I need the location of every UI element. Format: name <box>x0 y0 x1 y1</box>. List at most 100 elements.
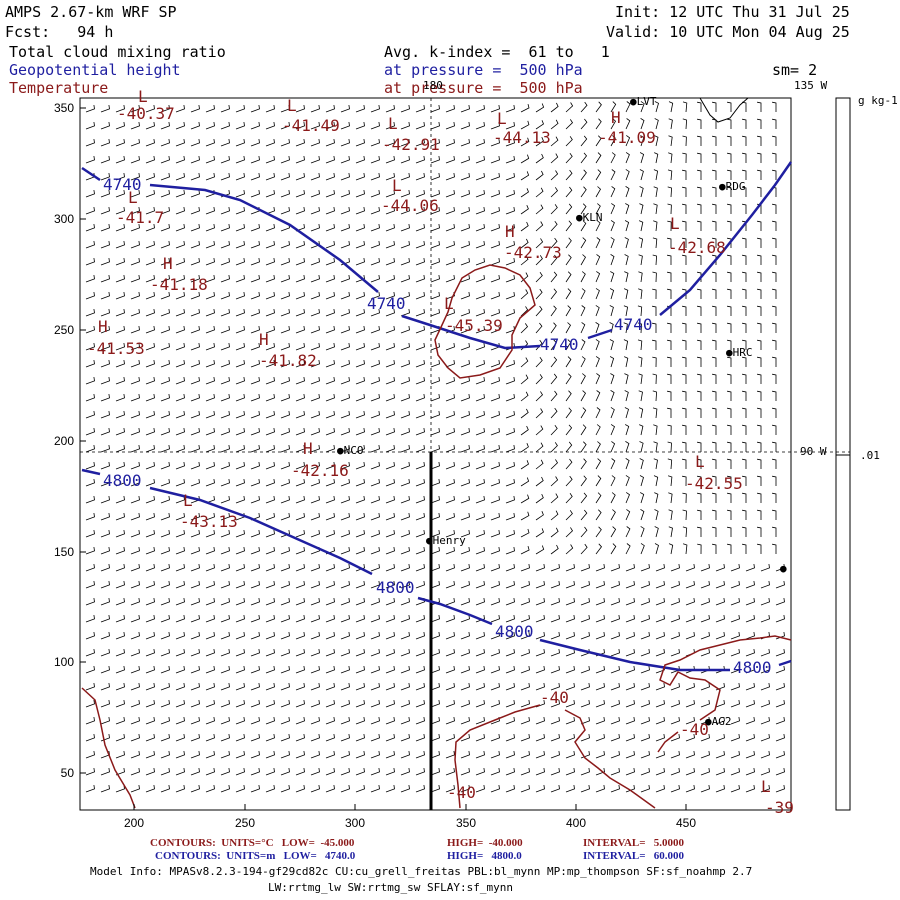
wind-barb <box>490 512 500 521</box>
wind-barb <box>475 206 485 215</box>
temp-label: -40 <box>540 688 569 707</box>
wind-barb <box>205 767 215 776</box>
wind-barb <box>85 580 95 589</box>
wind-barb <box>325 325 335 334</box>
wind-barb <box>652 254 658 266</box>
wind-barb <box>190 274 200 283</box>
wind-barb <box>520 528 530 538</box>
wind-barb <box>310 104 320 113</box>
wind-barb <box>505 427 515 436</box>
wind-barb <box>445 121 455 130</box>
wind-barb <box>190 733 200 742</box>
wind-barb <box>385 121 395 130</box>
wind-barb <box>385 682 395 691</box>
wind-barb <box>235 767 245 776</box>
wind-barb <box>130 495 140 504</box>
height-contour-interval: INTERVAL= 60.000 <box>583 850 685 862</box>
wind-barb <box>130 342 140 351</box>
wind-barb <box>757 407 762 418</box>
wind-barb <box>490 529 500 538</box>
wind-barb <box>595 614 605 623</box>
wind-barb <box>550 407 558 419</box>
temp-contour-minus40-sw <box>81 687 136 809</box>
wind-barb <box>490 563 500 572</box>
wind-barb <box>355 376 365 385</box>
wind-barb <box>250 240 260 249</box>
wind-barb <box>520 682 530 691</box>
wind-barb <box>85 359 95 368</box>
wind-barb <box>640 665 650 674</box>
wind-barb <box>220 682 230 691</box>
wind-barb <box>415 512 425 521</box>
wind-barb <box>385 614 395 623</box>
wind-barb <box>490 257 500 266</box>
wind-barb <box>730 631 740 640</box>
wind-barb <box>667 339 672 350</box>
temp-contour-info: CONTOURS: UNITS=°C LOW= -45.000 <box>150 837 355 849</box>
wind-barb <box>475 393 485 402</box>
wind-barb <box>280 359 290 368</box>
wind-barb <box>520 408 529 419</box>
wind-barb <box>730 648 740 657</box>
wind-barb <box>624 373 629 385</box>
wind-barb <box>370 223 380 232</box>
wind-barb <box>220 393 230 402</box>
wind-barb <box>550 424 558 436</box>
wind-barb <box>638 271 643 283</box>
valid-time: Valid: 10 UTC Mon 04 Aug 25 <box>606 23 850 41</box>
wind-barb <box>100 444 110 453</box>
wind-barb <box>130 597 140 606</box>
height-label: 4800 <box>495 622 534 641</box>
wind-barb <box>280 393 290 402</box>
wind-barb <box>310 274 320 283</box>
wind-barb <box>145 257 155 266</box>
wind-barb <box>490 410 500 419</box>
wind-barb <box>250 784 260 793</box>
wind-barb <box>310 665 320 674</box>
wind-barb <box>310 393 320 402</box>
wind-barb <box>520 205 529 215</box>
wind-barb <box>475 257 485 266</box>
wind-barb <box>490 478 500 487</box>
wind-barb <box>760 665 770 674</box>
wind-barb <box>505 597 515 606</box>
wind-barb <box>445 104 455 113</box>
wind-barb <box>190 342 200 351</box>
wind-barb <box>757 458 762 469</box>
station-dot: ● <box>630 95 637 108</box>
wind-barb <box>190 750 200 759</box>
wind-barb <box>730 767 740 776</box>
wind-barb <box>265 784 275 793</box>
wind-barb <box>430 427 440 436</box>
wind-barb <box>400 546 410 555</box>
wind-barb <box>295 308 305 317</box>
wind-barb <box>712 254 717 265</box>
wind-barb <box>100 138 110 147</box>
wind-barb <box>445 478 455 487</box>
wind-barb <box>400 699 410 708</box>
wind-barb <box>205 512 215 521</box>
wind-barb <box>505 461 515 470</box>
y-tick-label: 150 <box>54 545 74 559</box>
wind-barb <box>145 648 155 657</box>
wind-barb <box>625 563 635 572</box>
wind-barb <box>340 631 350 640</box>
wind-barb <box>520 716 530 725</box>
wind-barb <box>220 427 230 436</box>
wind-barb <box>115 529 125 538</box>
wind-barb <box>415 614 425 623</box>
temp-label: -45.39 <box>445 316 503 335</box>
wind-barb <box>580 580 590 589</box>
wind-barb <box>445 716 455 725</box>
wind-barb <box>727 203 732 214</box>
wind-barb <box>475 733 485 742</box>
wind-barb <box>190 512 200 521</box>
wind-barb <box>205 580 215 589</box>
wind-barb <box>697 356 702 367</box>
wind-barb <box>595 288 600 300</box>
wind-barb <box>145 478 155 487</box>
wind-barb <box>130 393 140 402</box>
wind-barb <box>340 495 350 504</box>
station-lvt: ●LVT <box>630 96 657 107</box>
wind-barb <box>160 257 170 266</box>
